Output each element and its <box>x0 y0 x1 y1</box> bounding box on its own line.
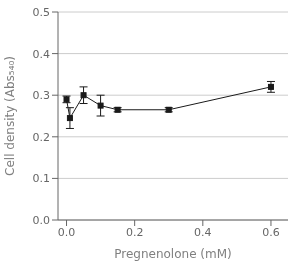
svg-text:Pregnenolone (mM): Pregnenolone (mM) <box>114 247 232 261</box>
svg-text:0.4: 0.4 <box>194 226 212 239</box>
svg-text:0.0: 0.0 <box>58 226 76 239</box>
svg-text:0.2: 0.2 <box>33 131 51 144</box>
svg-text:Cell density (Abs₅₄₀): Cell density (Abs₅₄₀) <box>8 56 17 176</box>
svg-text:0.2: 0.2 <box>126 226 144 239</box>
svg-text:0.5: 0.5 <box>33 6 51 19</box>
svg-text:0.6: 0.6 <box>262 226 280 239</box>
svg-text:0.4: 0.4 <box>33 48 51 61</box>
svg-text:0.1: 0.1 <box>33 172 51 185</box>
svg-text:0.0: 0.0 <box>33 214 51 227</box>
svg-text:0.3: 0.3 <box>33 89 51 102</box>
